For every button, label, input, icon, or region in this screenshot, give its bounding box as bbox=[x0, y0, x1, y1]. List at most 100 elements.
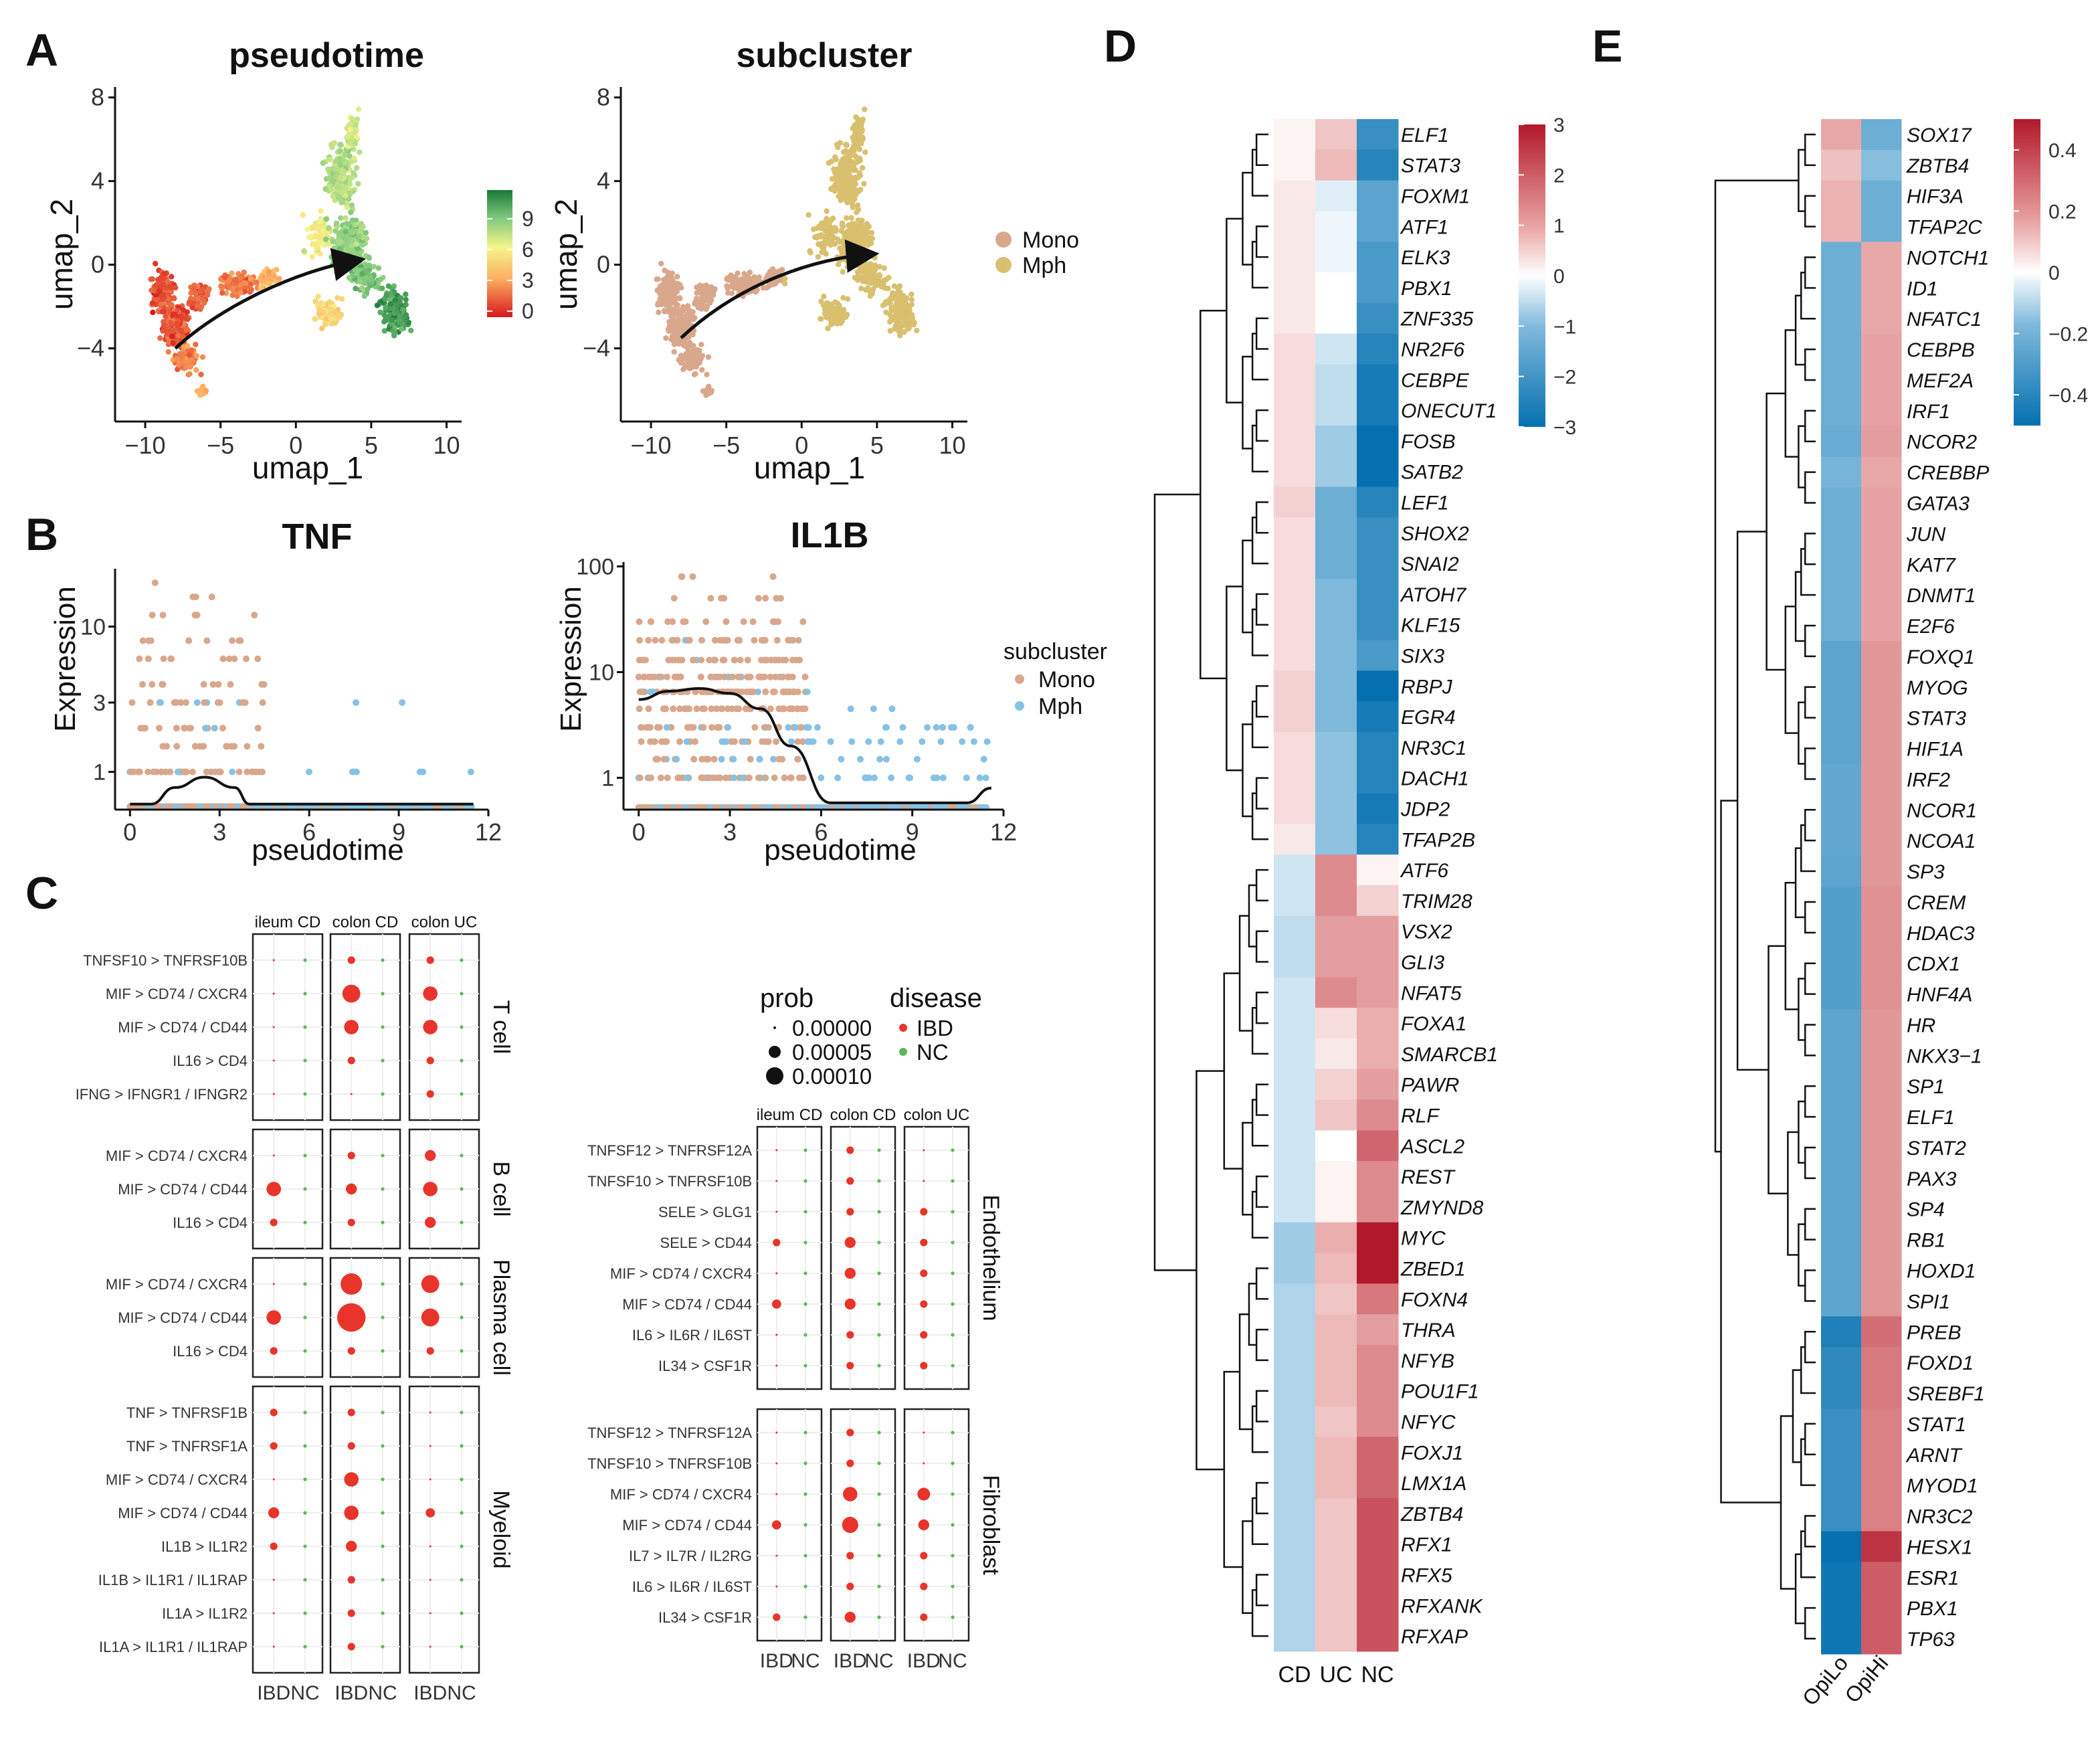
e-cell bbox=[1821, 272, 1862, 304]
b-tnf-point bbox=[145, 655, 152, 662]
a-colorbar bbox=[487, 190, 512, 317]
b-il1b-point bbox=[739, 689, 745, 695]
a-subcluster-point bbox=[690, 309, 696, 315]
b-il1b-point bbox=[799, 618, 807, 626]
a-pseudotime-point bbox=[342, 151, 348, 158]
a-pseudotime-point bbox=[381, 328, 387, 334]
a-subcluster-point bbox=[699, 367, 705, 373]
e-cell bbox=[1861, 763, 1902, 795]
b-tnf-point bbox=[200, 743, 207, 750]
a-pseudotime-point bbox=[229, 292, 235, 298]
a-pseudotime-point bbox=[320, 228, 326, 234]
d-dendro-branch bbox=[1255, 593, 1268, 626]
a-subcluster-point bbox=[858, 122, 864, 128]
c-dot-ibd bbox=[272, 992, 275, 995]
c-xcat-ibd: IBD bbox=[335, 1682, 368, 1704]
e-cell bbox=[1821, 334, 1862, 365]
b-tnf-point bbox=[136, 655, 143, 662]
a-subcluster-point bbox=[725, 290, 731, 296]
a-subcluster-point bbox=[836, 193, 842, 199]
b-tnf-point bbox=[219, 655, 227, 662]
e-cell bbox=[1861, 119, 1902, 151]
b-il1b-point bbox=[761, 636, 769, 644]
e-dendro-branch bbox=[1792, 1369, 1802, 1463]
a-colorbar-ticks: 9 6 3 0 bbox=[487, 207, 534, 323]
e-cell bbox=[1821, 978, 1862, 1010]
a-subcluster-point bbox=[844, 215, 850, 221]
c-dot-ibd bbox=[429, 1578, 432, 1581]
d-dendro-branch bbox=[1223, 1370, 1243, 1568]
a-pseudotime-point bbox=[349, 116, 355, 122]
d-heatmap bbox=[1274, 119, 1399, 1652]
a-subcluster-point bbox=[883, 309, 889, 315]
d-cell bbox=[1315, 1038, 1357, 1070]
b-il1b-point bbox=[707, 673, 714, 680]
d-gene-label: ATF1 bbox=[1400, 216, 1448, 238]
a-pseudotime-point bbox=[359, 242, 365, 248]
a-pseudotime-point bbox=[330, 239, 337, 245]
d-dendro-branch bbox=[1255, 501, 1268, 534]
c-dot-nc bbox=[460, 1025, 464, 1029]
d-dendro-branch bbox=[1238, 915, 1253, 1032]
e-cell bbox=[1821, 1439, 1862, 1471]
a-subcluster-point bbox=[872, 262, 878, 268]
e-cell bbox=[1861, 1439, 1902, 1471]
a-pseudotime-point bbox=[328, 141, 335, 148]
a-pseudotime-point bbox=[333, 158, 339, 165]
b-il1b-point bbox=[924, 724, 931, 731]
d-cell bbox=[1274, 1528, 1316, 1560]
c-legend-prob-title: prob bbox=[760, 984, 814, 1013]
d-cell bbox=[1357, 1375, 1399, 1407]
a-pseudotime-point bbox=[187, 357, 193, 363]
a-subcluster-point bbox=[706, 298, 713, 304]
b-il1b-point bbox=[771, 689, 778, 695]
b-il1b-point bbox=[645, 705, 652, 713]
e-cell bbox=[1861, 947, 1902, 980]
b-il1b-point bbox=[706, 656, 713, 664]
b-tnf-point bbox=[243, 655, 250, 662]
c-dot-ibd bbox=[429, 1545, 432, 1548]
b-il1b-point bbox=[636, 656, 643, 664]
e-cell bbox=[1821, 119, 1862, 151]
c-row-label: TNFSF10 > TNFRSF10B bbox=[83, 952, 248, 969]
b-tnf-point bbox=[230, 743, 237, 750]
b-tnf-point bbox=[467, 768, 474, 775]
a-pseudotime-point bbox=[399, 321, 405, 327]
a-pseudotime-point bbox=[313, 244, 319, 250]
b-tnf-point bbox=[174, 768, 181, 775]
e-column-label: OpiLo bbox=[1798, 1651, 1852, 1710]
a-pseudotime-point bbox=[357, 278, 363, 285]
c-column-label: colon CD bbox=[332, 913, 399, 931]
b-il1b-point bbox=[865, 738, 872, 745]
e-cell bbox=[1861, 579, 1902, 611]
c-dot-nc bbox=[877, 1333, 881, 1337]
c-dot-nc bbox=[951, 1584, 955, 1588]
b-il1b-point bbox=[786, 705, 793, 713]
a-subcluster-point bbox=[664, 293, 670, 299]
e-cell bbox=[1861, 1285, 1902, 1317]
b-il1b-point bbox=[746, 673, 753, 680]
c-dot-ibd bbox=[272, 1093, 275, 1095]
a-left-xtick-label: −10 bbox=[125, 432, 166, 459]
a-subcluster-point bbox=[863, 278, 869, 285]
b-il1b-point bbox=[771, 774, 778, 782]
a-pseudotime-point bbox=[322, 322, 328, 328]
a-pseudotime-point bbox=[318, 208, 324, 214]
a-colorbar-tick-3: 3 bbox=[522, 268, 534, 292]
a-pseudotime-point bbox=[355, 181, 361, 187]
b-il1b-point bbox=[963, 774, 970, 782]
a-subcluster-point bbox=[824, 208, 830, 214]
b-il1b-point bbox=[663, 724, 670, 731]
b-il1b-point bbox=[762, 595, 769, 602]
b-il1b-point bbox=[818, 774, 825, 782]
e-colorbar-label: 0 bbox=[2048, 262, 2060, 284]
a-subcluster-point bbox=[909, 296, 915, 302]
d-cell bbox=[1315, 149, 1357, 181]
d-dendro-branch bbox=[1255, 1328, 1268, 1362]
c-dot-ibd bbox=[266, 1182, 282, 1196]
b-il1b-point bbox=[663, 738, 670, 745]
a-subcluster-point bbox=[834, 186, 840, 192]
d-gene-label: ZBED1 bbox=[1400, 1259, 1466, 1281]
